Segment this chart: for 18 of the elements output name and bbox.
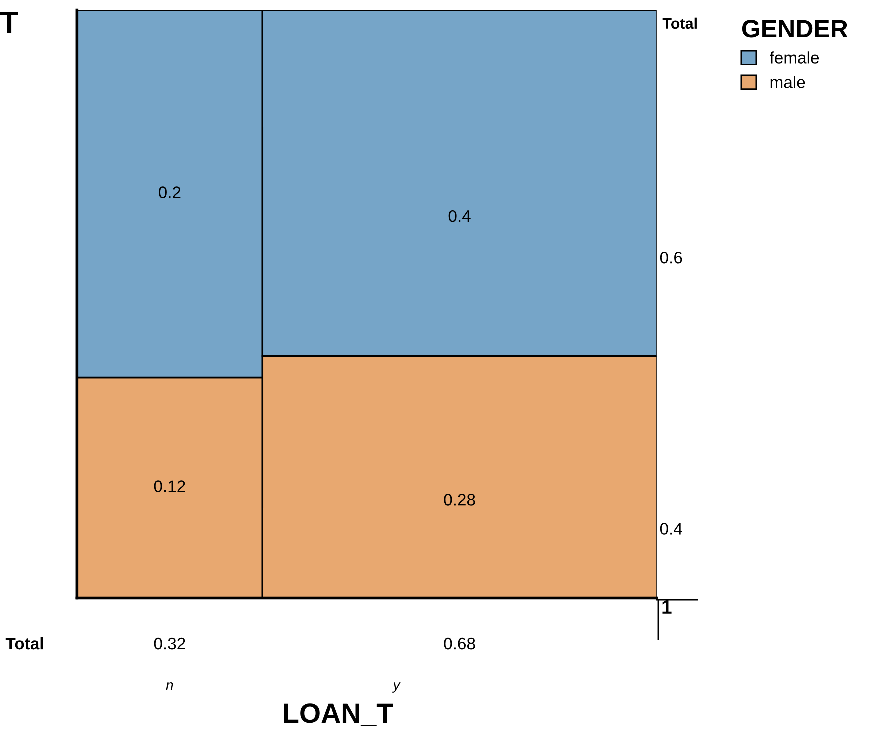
text: 1 xyxy=(662,600,672,614)
data-label: 0.28 xyxy=(444,494,476,506)
category-label: n xyxy=(166,682,174,690)
legend-title: GENDER xyxy=(742,20,848,38)
text: 0.32 xyxy=(154,638,186,650)
text: Total xyxy=(6,637,44,650)
text: T xyxy=(0,12,18,34)
text: Total xyxy=(662,18,697,30)
text: LOAN_T xyxy=(284,704,394,726)
category-label: y xyxy=(392,682,401,693)
data-label: 0.4 xyxy=(660,523,682,535)
legend-label: male xyxy=(770,76,806,88)
legend-label: female xyxy=(770,52,820,64)
text: 0.4 xyxy=(448,210,471,222)
text: 0.68 xyxy=(444,638,476,650)
text: 0.6 xyxy=(660,252,682,264)
data-label: 0.12 xyxy=(154,480,186,492)
data-label: 0.2 xyxy=(158,186,181,198)
